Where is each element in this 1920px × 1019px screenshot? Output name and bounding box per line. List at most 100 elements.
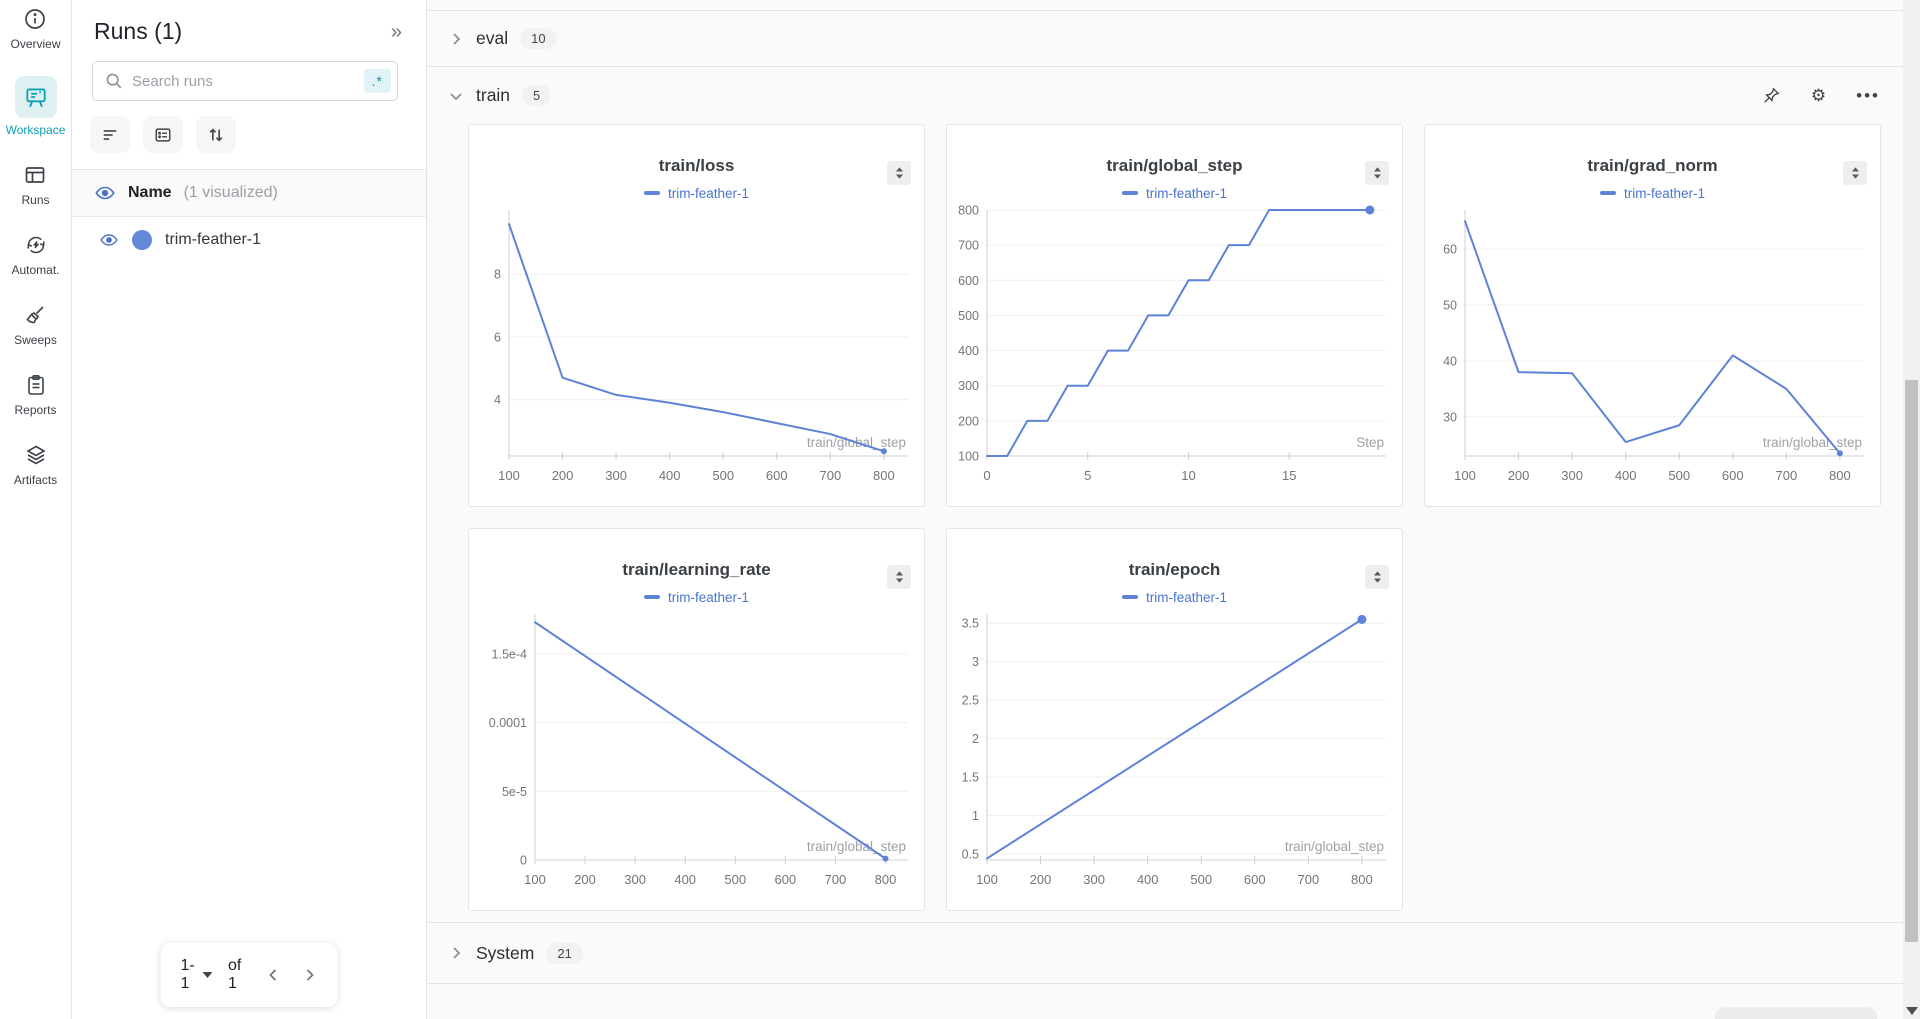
chart-title: train/global_step [1106,156,1243,175]
page-range-dropdown[interactable]: 1-1 [181,957,213,993]
chart-panel[interactable]: train/learning_rate trim-feather-1 0 5e-5… [468,528,925,911]
svg-text:200: 200 [574,872,596,887]
svg-text:15: 15 [1282,468,1296,483]
legend-run-name[interactable]: trim-feather-1 [1145,589,1228,605]
svg-text:Step: Step [1356,435,1384,450]
run-row[interactable]: trim-feather-1 [72,217,426,263]
section-header-eval[interactable]: eval 10 [427,10,1920,67]
svg-text:3: 3 [972,655,979,669]
pin-icon[interactable] [1762,86,1781,105]
sidebar-item-runs[interactable]: Runs [21,162,50,207]
left-nav-rail: Overview Workspace Runs Automat. Sweeps … [0,0,72,1019]
svg-text:300: 300 [958,379,979,393]
gear-icon[interactable]: ⚙ [1810,86,1827,105]
chart-plot[interactable]: 0 5e-5 0.0001 1.5e-4 100 200 300 400 500 600 700 80… [469,608,924,908]
sidebar-item-label: Reports [14,403,57,417]
sidebar-item-label: Sweeps [14,333,57,347]
run-name[interactable]: trim-feather-1 [165,231,262,248]
legend-run-name[interactable]: trim-feather-1 [1145,185,1228,201]
svg-text:5e-5: 5e-5 [502,785,527,799]
svg-text:60: 60 [1443,243,1457,257]
chart-plot[interactable]: 0.5 1 1.5 2 2.5 3 3.5 100 200 300 400 500 600 700 800 t… [947,608,1402,908]
legend-run-name[interactable]: trim-feather-1 [667,589,750,605]
legend-line-swatch [1121,191,1138,195]
legend-run-name[interactable]: trim-feather-1 [1623,185,1706,201]
sidebar-item-artifacts[interactable]: Artifacts [14,442,57,487]
chart-plot[interactable]: 100 200 300 400 500 600 700 800 0 5 10 15 Step [947,204,1402,504]
chevron-right-icon[interactable] [448,31,464,47]
svg-text:100: 100 [976,872,998,887]
automations-icon [23,232,49,258]
regex-toggle[interactable]: .* [363,69,391,93]
svg-text:200: 200 [1030,872,1052,887]
visibility-eye-icon[interactable] [94,182,116,204]
svg-text:300: 300 [1083,872,1105,887]
chart-panel[interactable]: train/epoch trim-feather-1 0.5 1 1.5 2 2.5 3 3… [946,528,1403,911]
svg-text:300: 300 [1561,468,1583,483]
section-label: eval [476,28,509,48]
chart-panel[interactable]: train/loss trim-feather-1 4 6 8 100 200 300 40… [468,124,925,507]
panel-expand-icon[interactable] [1843,161,1867,185]
svg-text:400: 400 [674,872,696,887]
svg-text:1.5: 1.5 [962,770,979,784]
visualized-count: (1 visualized) [183,184,278,201]
scrollbar-thumb[interactable] [1905,380,1918,942]
svg-text:800: 800 [1351,872,1373,887]
search-input[interactable] [132,72,364,90]
sidebar-item-automations[interactable]: Automat. [11,232,60,277]
run-color-dot[interactable] [132,230,152,250]
vertical-scrollbar[interactable] [1903,0,1920,1019]
panel-expand-icon[interactable] [1365,565,1389,589]
svg-text:100: 100 [958,450,979,464]
chevron-down-icon[interactable] [448,88,464,104]
panel-expand-icon[interactable] [887,565,911,589]
svg-text:0: 0 [520,854,527,868]
info-icon [22,6,48,32]
run-search-box[interactable]: .* [92,61,398,101]
sidebar-item-sweeps[interactable]: Sweeps [14,302,57,347]
svg-text:1: 1 [972,809,979,823]
svg-text:10: 10 [1181,468,1195,483]
sidebar-item-reports[interactable]: Reports [14,372,57,417]
svg-text:40: 40 [1443,354,1457,368]
panel-expand-icon[interactable] [887,161,911,185]
svg-text:6: 6 [494,330,501,344]
prev-page-button[interactable] [266,967,282,983]
filter-button[interactable] [90,116,130,153]
chart-title: train/epoch [1128,560,1221,579]
collapse-panel-icon[interactable]: » [390,20,402,43]
next-page-button[interactable] [302,967,318,983]
chart-legend: trim-feather-1 [469,184,924,202]
svg-text:400: 400 [1137,872,1159,887]
svg-text:700: 700 [1775,468,1797,483]
chart-panel[interactable]: train/global_step trim-feather-1 100 200 3… [946,124,1403,507]
page-range-value: 1-1 [180,957,195,992]
columns-button[interactable] [143,116,183,153]
runs-table-header[interactable]: Name (1 visualized) [72,170,426,217]
sort-button[interactable] [196,116,236,153]
svg-text:8: 8 [494,268,501,282]
legend-run-name[interactable]: trim-feather-1 [667,185,750,201]
chart-panel[interactable]: train/grad_norm trim-feather-1 30 40 50 60 1… [1424,124,1881,507]
section-header-train[interactable]: train 5 ⚙ ••• [427,67,1920,124]
scroll-down-arrow-icon[interactable] [1906,1007,1918,1015]
sidebar-item-workspace[interactable]: Workspace [6,76,65,137]
svg-text:400: 400 [1615,468,1637,483]
svg-text:0.5: 0.5 [962,847,979,861]
chevron-right-icon[interactable] [448,945,464,961]
svg-text:700: 700 [1297,872,1319,887]
section-header-system[interactable]: System 21 [427,922,1920,984]
section-label: train [476,85,511,105]
workspace-main: eval 10 train 5 ⚙ ••• train/loss trim-fe… [427,0,1920,1019]
sidebar-item-overview[interactable]: Overview [10,6,61,51]
panel-expand-icon[interactable] [1365,161,1389,185]
overflow-menu-icon[interactable]: ••• [1856,85,1880,105]
chart-legend: trim-feather-1 [947,184,1402,202]
svg-text:700: 700 [819,468,841,483]
chart-plot[interactable]: 30 40 50 60 100 200 300 400 500 600 700 800 train/gl… [1425,204,1880,504]
caret-down-icon [202,972,213,978]
svg-text:600: 600 [1244,872,1266,887]
run-visibility-eye-icon[interactable] [99,230,119,250]
section-count-badge: 5 [522,85,552,106]
